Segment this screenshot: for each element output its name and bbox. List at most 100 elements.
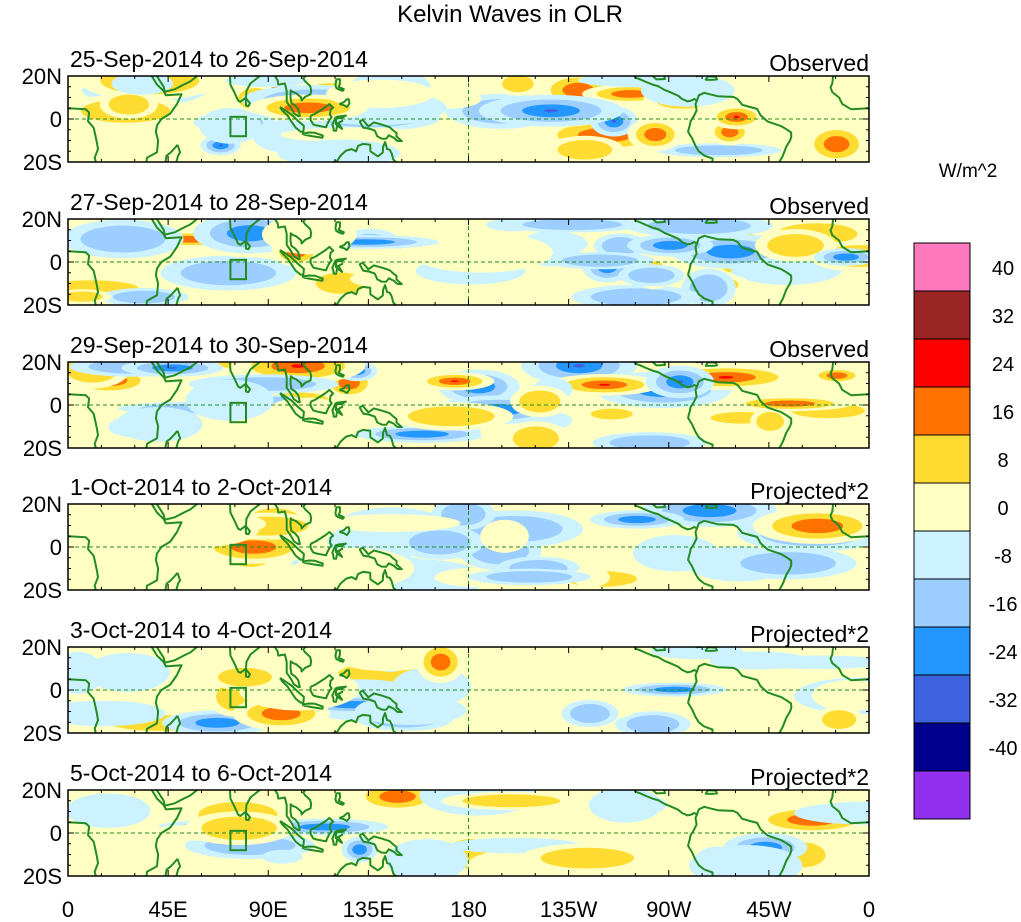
- anomaly-contour: [337, 647, 436, 672]
- anomaly-contour: [68, 291, 103, 302]
- coastline: [309, 245, 335, 272]
- coastline: [339, 669, 351, 679]
- colorbar-level-label: 40: [992, 258, 1014, 280]
- anomaly-contour: [540, 847, 635, 869]
- anomaly-contour: [167, 367, 178, 369]
- lat-tick-label: 20S: [23, 721, 62, 746]
- coastlines: [68, 647, 869, 733]
- coastline: [279, 249, 305, 276]
- anomaly-contour: [764, 400, 816, 407]
- colorbar-level-label: 16: [992, 402, 1014, 424]
- lat-tick-label: 0: [50, 535, 62, 560]
- lon-tick-label: 45E: [149, 897, 188, 922]
- lat-tick-label: 0: [50, 250, 62, 275]
- coastline: [694, 790, 704, 792]
- anomaly-field: [68, 647, 869, 733]
- coastlines: [68, 790, 869, 876]
- lat-tick-label: 20S: [23, 864, 62, 889]
- anomaly-contour: [226, 225, 272, 242]
- anomaly-contour: [519, 390, 561, 413]
- anomaly-contour: [225, 76, 308, 88]
- coastline: [279, 106, 305, 133]
- colorbar-swatch: [913, 722, 971, 772]
- colorbar-level-label: -32: [989, 690, 1018, 712]
- anomaly-contour: [85, 652, 170, 692]
- coastline: [651, 504, 666, 509]
- anomaly-contour: [721, 126, 739, 138]
- coastline: [331, 542, 347, 560]
- anomaly-contour: [450, 380, 459, 383]
- colorbar-level-label: -40: [989, 738, 1018, 760]
- coastline: [331, 257, 347, 275]
- anomaly-contour: [407, 406, 495, 427]
- coastline: [155, 790, 199, 807]
- anomaly-contour: [557, 139, 613, 160]
- coastline: [301, 845, 324, 853]
- panel-5: 20N 0 20S 3-Oct-2014 to 4-Oct-2014 Projected…: [22, 617, 870, 746]
- anomaly-contour: [611, 90, 650, 98]
- colorbar-level-label: -24: [989, 642, 1018, 664]
- coastlines: [68, 76, 869, 162]
- anomaly-contour: [793, 801, 869, 825]
- anomaly-contour: [682, 504, 737, 518]
- anomaly-contour: [295, 548, 415, 589]
- anomaly-contour: [626, 715, 680, 733]
- colorbar-swatch: [913, 434, 971, 484]
- anomaly-contour: [718, 375, 734, 379]
- coastline: [228, 647, 261, 674]
- anomaly-contour: [218, 144, 223, 147]
- coastline: [330, 141, 398, 162]
- coastline: [633, 504, 793, 590]
- coastline: [358, 546, 403, 571]
- anomaly-field: [68, 790, 869, 876]
- coastline: [309, 388, 335, 415]
- anomaly-contour: [609, 435, 690, 448]
- coastline: [829, 504, 869, 539]
- lat-tick-label: 20N: [22, 64, 62, 89]
- anomaly-contour: [644, 127, 667, 142]
- coastline: [273, 76, 313, 118]
- anomaly-contour: [522, 219, 623, 231]
- coastline: [358, 261, 403, 286]
- coastline: [358, 118, 403, 143]
- index-box: [229, 401, 248, 424]
- coastline: [279, 392, 305, 419]
- coastline: [829, 647, 869, 682]
- anomaly-contour: [628, 267, 675, 284]
- coastline: [687, 100, 714, 162]
- anomaly-contour: [650, 647, 744, 660]
- anomaly-contour: [768, 125, 817, 146]
- coastline: [829, 790, 869, 825]
- longitude-axis: 0 45E 90E 135E 180 135W 90W 45W 0: [62, 897, 875, 922]
- coastline: [273, 219, 313, 261]
- coastline: [301, 417, 324, 425]
- coastline: [339, 812, 351, 822]
- index-box: [229, 115, 248, 138]
- anomaly-contour: [647, 219, 751, 234]
- anomaly-contour: [68, 853, 171, 876]
- coastline: [339, 526, 351, 536]
- colorbar-swatch: [913, 338, 971, 388]
- anomaly-contour: [68, 122, 170, 162]
- anomaly-contour: [689, 844, 803, 876]
- coastline: [331, 828, 347, 846]
- coastline: [334, 221, 345, 235]
- coastline: [651, 362, 666, 367]
- coastline: [330, 712, 398, 733]
- coastline: [331, 685, 347, 703]
- coastline: [309, 103, 335, 129]
- lon-tick-label: 180: [450, 897, 487, 922]
- lat-tick-label: 20S: [23, 578, 62, 603]
- index-box: [229, 686, 248, 709]
- anomaly-contour: [326, 79, 434, 108]
- coastlines: [68, 504, 869, 590]
- colorbar-swatch: [913, 626, 971, 676]
- colorbar-swatch: [913, 482, 971, 532]
- anomaly-contour: [590, 288, 682, 305]
- panel-label: Observed: [769, 336, 869, 362]
- anomaly-contour: [833, 253, 859, 261]
- colorbar-level-label: -8: [994, 546, 1012, 568]
- anomaly-contour: [588, 790, 662, 823]
- anomaly-contour: [80, 225, 166, 253]
- coastline: [687, 386, 714, 448]
